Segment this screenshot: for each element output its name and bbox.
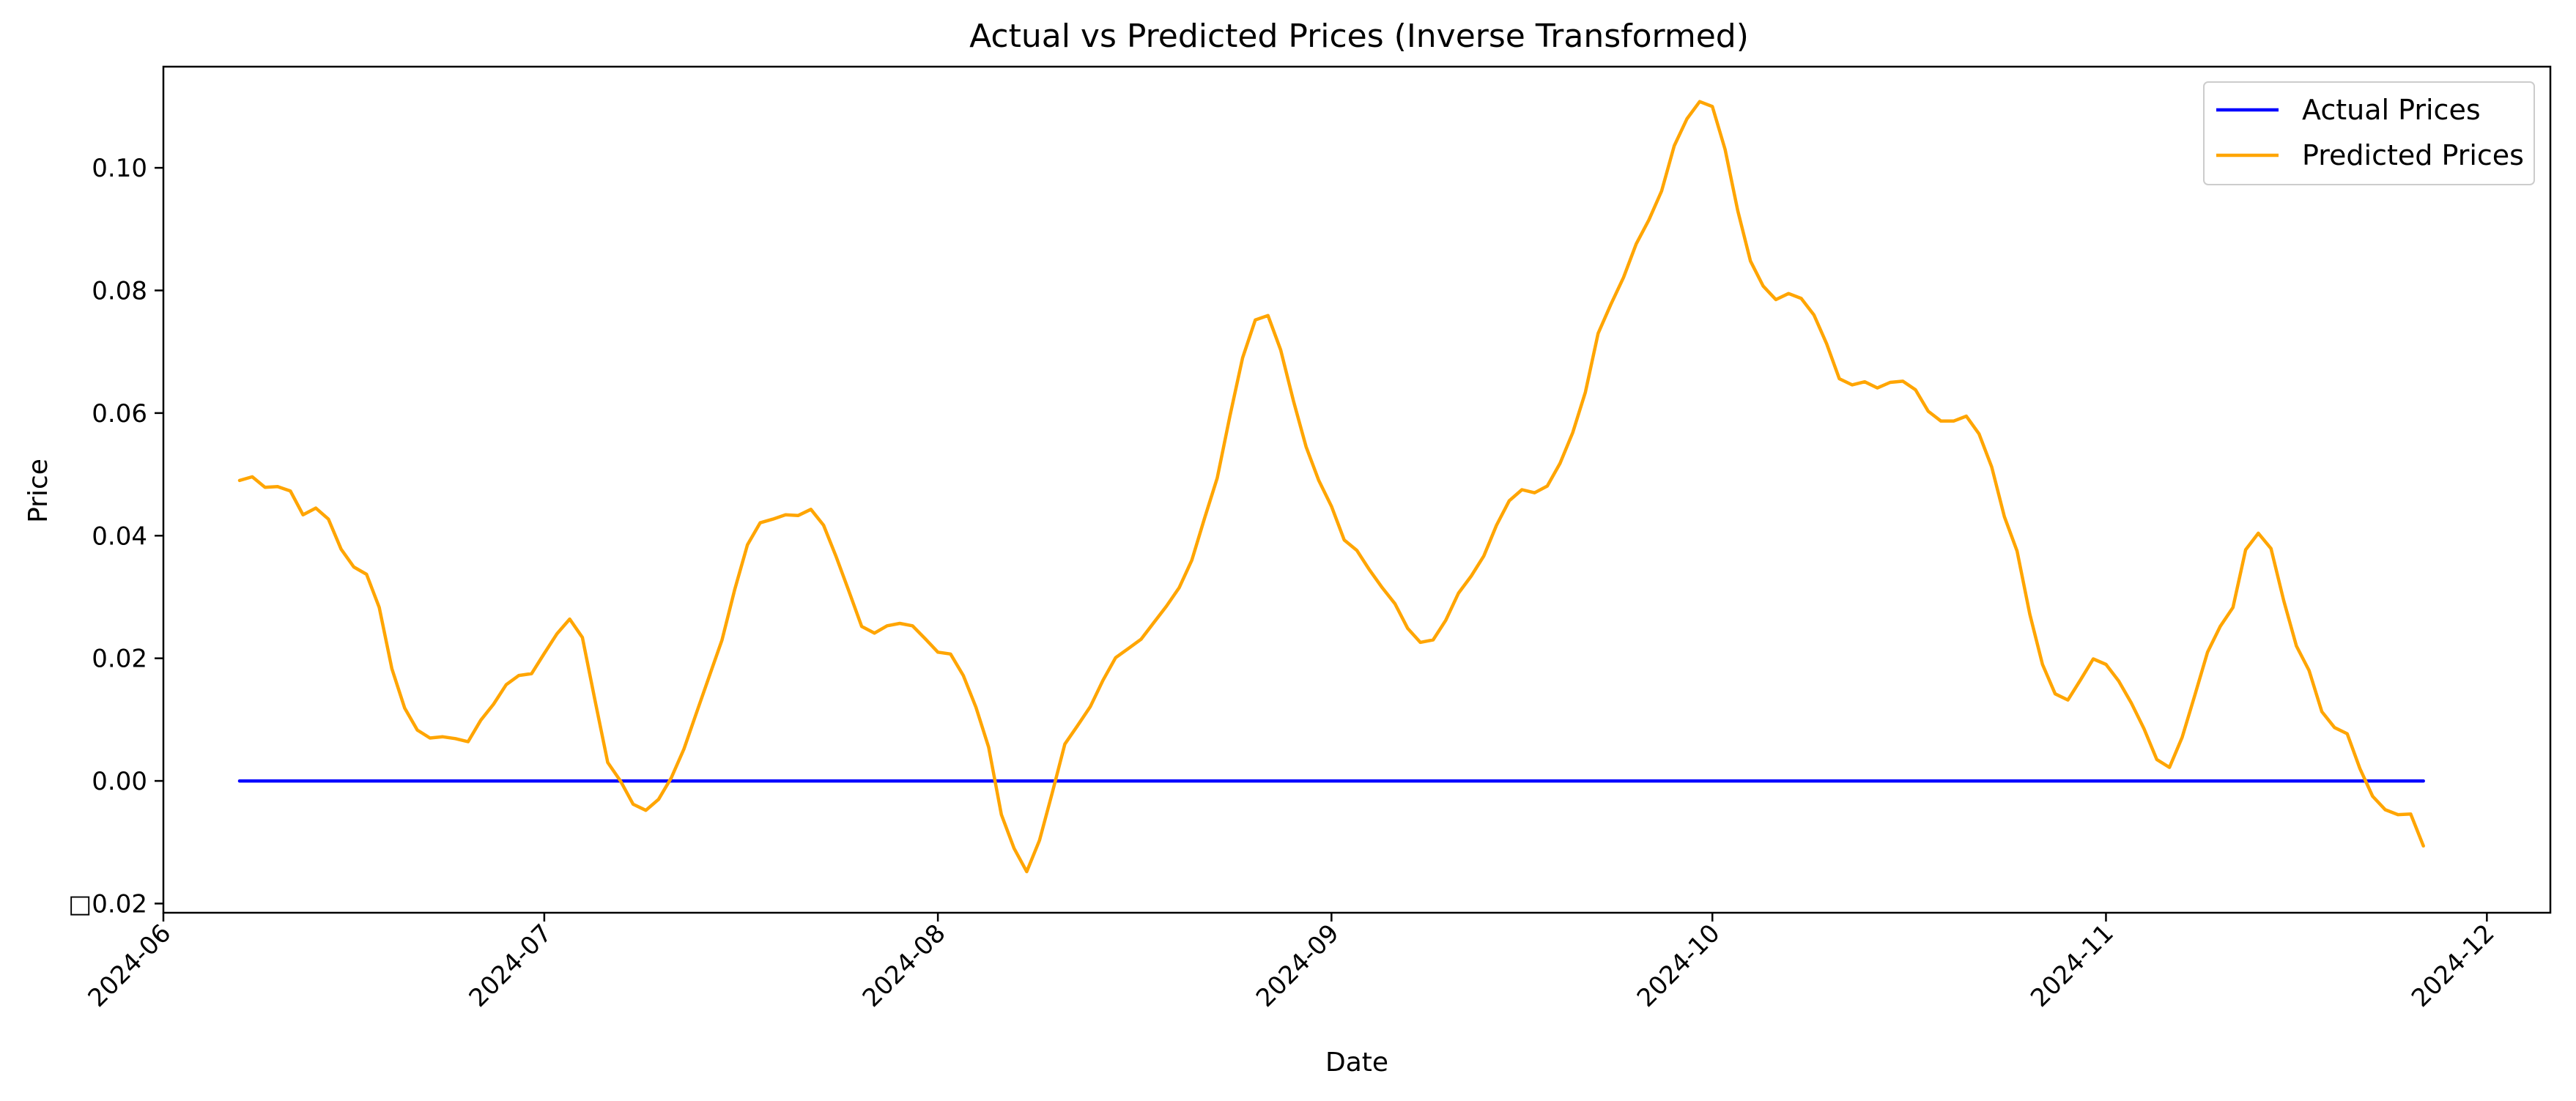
series-line-2 <box>237 100 2425 874</box>
y-tick-label: 0.06 <box>92 399 147 429</box>
legend-box <box>2203 81 2535 185</box>
y-tick-label: 0.02 <box>92 645 147 674</box>
y-tick-label: □0.02 <box>68 889 147 919</box>
plot-frame <box>162 65 2552 914</box>
y-tick-label: 0.08 <box>92 276 147 305</box>
y-tick-label: 0.10 <box>92 154 147 183</box>
legend-label-1: Actual Prices <box>2302 94 2481 126</box>
legend-label-2: Predicted Prices <box>2302 139 2524 171</box>
y-tick-label: 0.00 <box>92 767 147 796</box>
y-axis-label: Price <box>23 459 53 523</box>
x-axis-label: Date <box>1325 1048 1388 1078</box>
y-tick-label: 0.04 <box>92 522 147 551</box>
chart-title: Actual vs Predicted Prices (Inverse Tran… <box>969 18 1749 55</box>
